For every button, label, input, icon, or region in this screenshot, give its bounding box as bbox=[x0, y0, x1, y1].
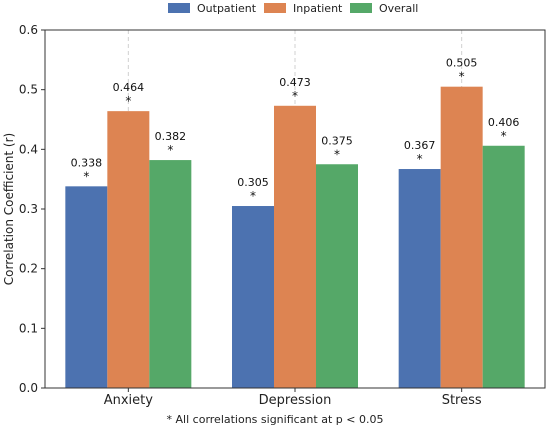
legend-swatch bbox=[168, 3, 190, 13]
bar-inpatient-stress bbox=[440, 86, 483, 388]
y-tick-label: 0.1 bbox=[19, 321, 38, 335]
footnote: * All correlations significant at p < 0.… bbox=[166, 413, 384, 426]
legend-label: Inpatient bbox=[293, 2, 343, 15]
bar-outpatient-anxiety bbox=[65, 186, 108, 388]
legend-label: Outpatient bbox=[197, 2, 257, 15]
x-tick-label: Depression bbox=[259, 393, 332, 408]
x-tick-label: Anxiety bbox=[104, 393, 154, 408]
value-label: 0.375 bbox=[321, 134, 353, 147]
significance-marker: * bbox=[334, 147, 340, 161]
bars bbox=[65, 86, 525, 388]
bar-outpatient-stress bbox=[398, 169, 441, 388]
value-labels: 0.338* 0.305*0.367*0.464*0.473*0.505*0.38… bbox=[71, 57, 520, 203]
y-tick-label: 0.2 bbox=[19, 262, 38, 276]
value-label: 0.464 bbox=[113, 81, 145, 94]
value-label: 0.473 bbox=[279, 76, 311, 89]
y-axis-label: Correlation Coefficient (r) bbox=[2, 133, 16, 285]
bar-overall-stress bbox=[482, 145, 525, 388]
bar-outpatient-depression bbox=[232, 206, 274, 388]
significance-marker: * bbox=[83, 169, 89, 183]
significance-marker: * bbox=[459, 70, 465, 84]
value-label: 0.338 bbox=[71, 156, 103, 169]
value-label: 0.505 bbox=[446, 57, 478, 70]
significance-marker: * bbox=[167, 143, 173, 157]
value-label: 0.367 bbox=[404, 139, 436, 152]
axes: 0.0 0.1 0.2 0.3 0.4 0.5 0.6 Anxiety Depression St… bbox=[2, 23, 546, 408]
legend-label: Overall bbox=[379, 2, 418, 15]
y-tick-label: 0.5 bbox=[19, 83, 38, 97]
bar-inpatient-depression bbox=[274, 105, 316, 388]
x-tick-label: Stress bbox=[442, 393, 482, 408]
significance-marker: * bbox=[125, 94, 131, 108]
value-label: 0.406 bbox=[488, 116, 520, 129]
significance-marker: * bbox=[501, 129, 507, 143]
y-tick-label: 0.4 bbox=[19, 142, 38, 156]
significance-marker: * bbox=[417, 152, 423, 166]
legend: Outpatient Inpatient Overall bbox=[168, 2, 418, 15]
value-label: 0.382 bbox=[155, 130, 187, 143]
bar-inpatient-anxiety bbox=[107, 111, 150, 388]
y-tick-label: 0.6 bbox=[19, 23, 38, 37]
y-tick-label: 0.3 bbox=[19, 202, 38, 216]
value-label: 0.305 bbox=[237, 176, 269, 189]
bar-overall-anxiety bbox=[149, 160, 192, 388]
bar-overall-depression bbox=[316, 164, 358, 388]
y-tick-label: 0.0 bbox=[19, 381, 38, 395]
significance-marker: * bbox=[292, 89, 298, 103]
significance-marker: * bbox=[250, 189, 256, 203]
legend-swatch bbox=[264, 3, 286, 13]
legend-swatch bbox=[350, 3, 372, 13]
